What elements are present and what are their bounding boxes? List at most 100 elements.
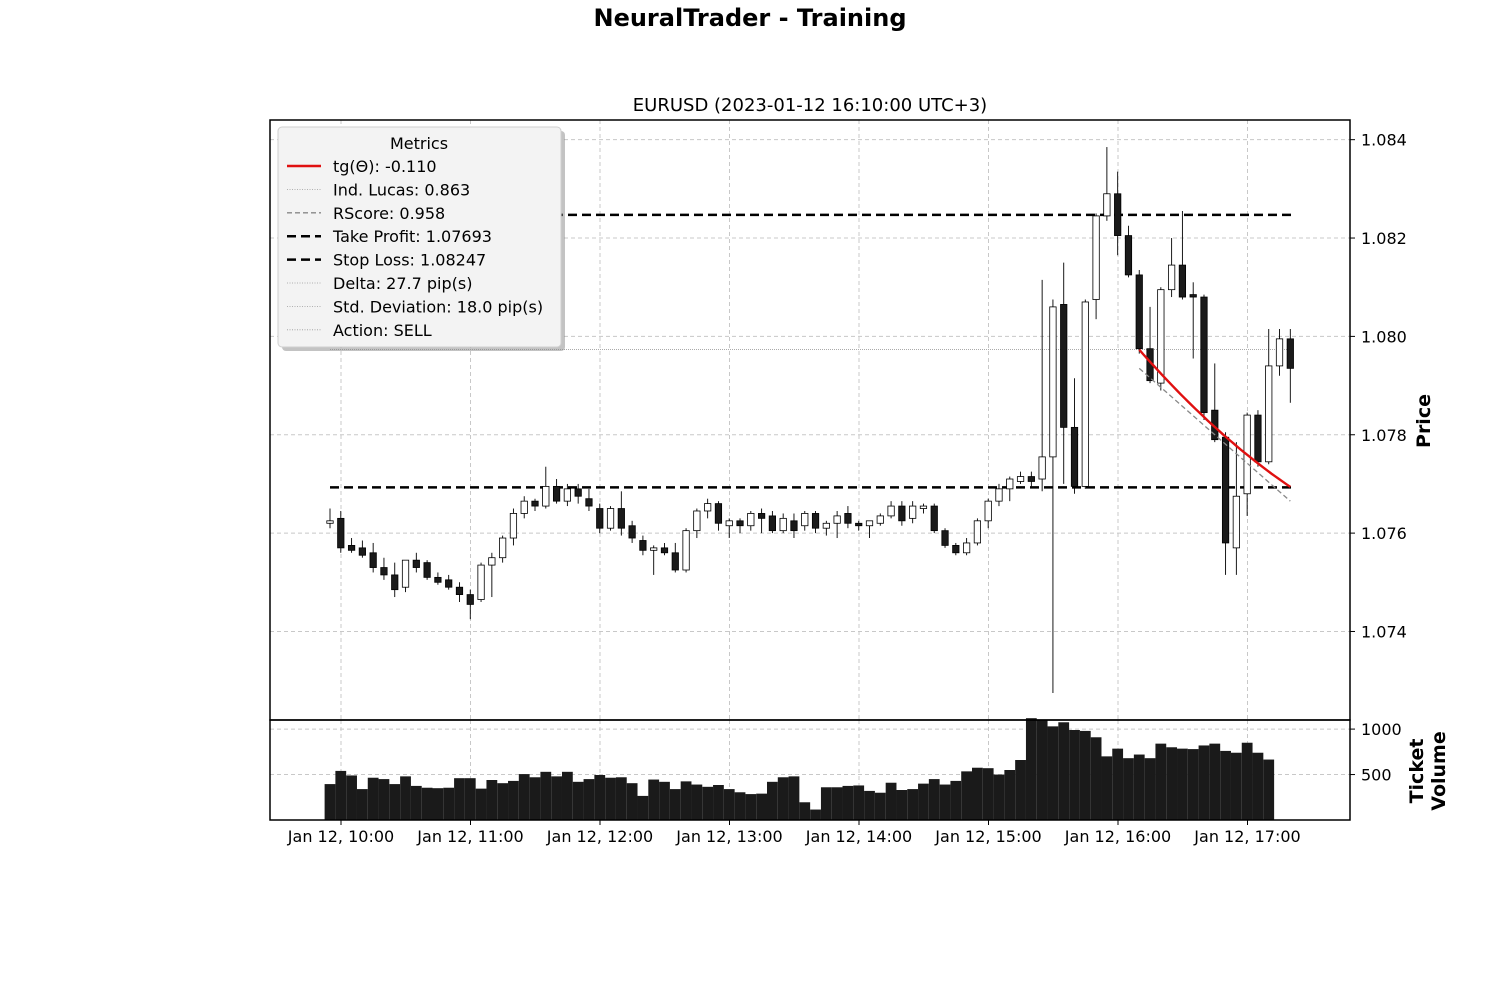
volume-bar xyxy=(572,781,584,820)
candle xyxy=(380,557,388,580)
candle-body-up xyxy=(887,505,895,517)
candle-body-down xyxy=(617,508,625,529)
volume-bar xyxy=(454,778,465,820)
volume-bar xyxy=(594,775,606,820)
candle-body-down xyxy=(552,485,561,502)
candle xyxy=(358,540,366,558)
candle-body-up xyxy=(801,513,809,527)
candle-body-up xyxy=(1157,289,1165,384)
candle xyxy=(1265,329,1273,465)
legend-entry-label: tg(Θ): -0.110 xyxy=(333,157,437,176)
volume-bar xyxy=(432,788,444,820)
x-tick-label: Jan 12, 14:00 xyxy=(805,827,912,846)
x-tick-label: Jan 12, 12:00 xyxy=(546,827,653,846)
candle xyxy=(391,562,399,598)
candle xyxy=(995,483,1003,507)
volume-bar xyxy=(1133,754,1145,820)
legend-entry-label: Std. Deviation: 18.0 pip(s) xyxy=(333,297,543,316)
candle-body-up xyxy=(919,505,928,509)
candle xyxy=(1103,147,1111,221)
candle-body-up xyxy=(876,515,884,524)
candle-body-up xyxy=(326,520,334,524)
candle-body-up xyxy=(520,500,528,514)
volume-bar xyxy=(907,789,919,820)
candle-body-down xyxy=(930,505,938,532)
candle-body-up xyxy=(1265,365,1273,463)
candle-body-down xyxy=(1221,436,1230,544)
candle-body-down xyxy=(466,594,474,605)
candle xyxy=(693,508,701,539)
candle xyxy=(606,506,615,531)
candle xyxy=(1135,270,1143,354)
volume-bar xyxy=(1069,730,1080,820)
candle-body-up xyxy=(1275,338,1284,367)
candle-body-up xyxy=(542,485,550,507)
volume-bar xyxy=(756,793,767,820)
volume-bar xyxy=(540,771,552,820)
volume-bar xyxy=(1252,752,1264,820)
candle xyxy=(1146,306,1154,384)
candle xyxy=(1060,262,1068,484)
volume-panel-frame xyxy=(269,719,1351,821)
volume-bar xyxy=(410,785,422,820)
candle xyxy=(466,589,474,620)
candle-body-up xyxy=(1168,264,1176,291)
candle xyxy=(1124,225,1133,278)
candle-body-up xyxy=(725,520,733,527)
volume-bar xyxy=(799,802,811,820)
volume-bar xyxy=(648,779,660,820)
volume-bar xyxy=(1047,726,1059,820)
volume-bar xyxy=(1004,770,1016,820)
legend-box xyxy=(277,126,562,348)
volume-bar xyxy=(367,777,379,820)
volume-bar xyxy=(1241,742,1253,820)
volume-bar xyxy=(1166,747,1178,820)
candle xyxy=(585,488,593,511)
legend-entry-label: Take Profit: 1.07693 xyxy=(332,227,492,246)
candle-body-up xyxy=(477,564,485,600)
volume-bar xyxy=(346,775,357,820)
candle-body-down xyxy=(1114,193,1122,236)
candle-body-down xyxy=(628,525,636,539)
candle-body-down xyxy=(898,505,906,522)
volume-bar xyxy=(1112,748,1124,820)
candle-body-up xyxy=(1092,215,1100,300)
candle-body-down xyxy=(358,547,366,556)
candle-body-down xyxy=(574,488,582,497)
candle-body-down xyxy=(790,520,798,532)
price-axis-label: Price xyxy=(1413,394,1435,448)
volume-bar xyxy=(400,776,411,820)
candle xyxy=(725,518,733,539)
volume-bar xyxy=(637,795,649,820)
candle-body-down xyxy=(369,552,377,568)
candle xyxy=(531,498,539,511)
volume-bar xyxy=(713,785,724,820)
volume-bar xyxy=(605,777,616,820)
volume-bar xyxy=(1220,750,1231,820)
candle-body-down xyxy=(714,503,723,524)
volume-bar xyxy=(1079,730,1091,820)
candle-body-down xyxy=(736,520,744,527)
candle-body-up xyxy=(693,510,701,532)
candle-body-down xyxy=(1189,294,1197,298)
volume-bar xyxy=(335,770,347,820)
volume-bar xyxy=(766,781,778,820)
candle xyxy=(1168,238,1176,298)
volume-bar xyxy=(864,790,875,820)
candle-body-down xyxy=(347,545,356,551)
candle-body-down xyxy=(941,530,949,546)
tg-theta-curve xyxy=(1138,348,1291,488)
candle xyxy=(639,535,647,556)
volume-bar xyxy=(1015,760,1026,820)
volume-bar xyxy=(1036,720,1048,820)
volume-bar xyxy=(723,789,735,820)
volume-bar xyxy=(939,784,951,820)
candle xyxy=(973,518,982,546)
candle xyxy=(865,520,874,539)
candle xyxy=(347,538,356,553)
volume-bar xyxy=(486,780,498,820)
candle xyxy=(704,498,712,519)
legend-entry-label: Stop Loss: 1.08247 xyxy=(333,251,486,270)
volume-bar xyxy=(745,794,757,820)
candle-body-up xyxy=(822,522,830,529)
